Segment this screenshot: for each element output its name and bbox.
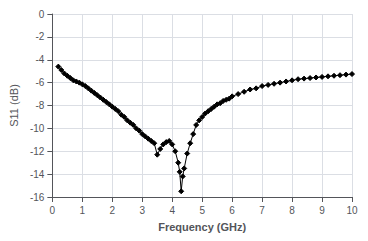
svg-text:0: 0 [39, 9, 45, 20]
svg-text:-6: -6 [35, 77, 44, 88]
svg-text:1: 1 [80, 205, 86, 216]
svg-text:-14: -14 [30, 169, 45, 180]
svg-text:-2: -2 [35, 31, 44, 42]
svg-text:6: 6 [229, 205, 235, 216]
svg-text:-10: -10 [30, 123, 45, 134]
svg-text:2: 2 [110, 205, 116, 216]
svg-text:9: 9 [319, 205, 325, 216]
svg-text:7: 7 [259, 205, 265, 216]
svg-text:4: 4 [169, 205, 175, 216]
svg-text:-12: -12 [30, 146, 45, 157]
svg-text:-4: -4 [35, 54, 44, 65]
svg-text:-16: -16 [30, 192, 45, 203]
svg-text:S11 (dB): S11 (dB) [8, 84, 20, 127]
svg-text:-8: -8 [35, 100, 44, 111]
svg-text:3: 3 [139, 205, 145, 216]
svg-text:5: 5 [199, 205, 205, 216]
svg-text:0: 0 [50, 205, 56, 216]
svg-text:8: 8 [289, 205, 295, 216]
svg-text:10: 10 [346, 205, 358, 216]
svg-text:Frequency (GHz): Frequency (GHz) [158, 221, 246, 233]
